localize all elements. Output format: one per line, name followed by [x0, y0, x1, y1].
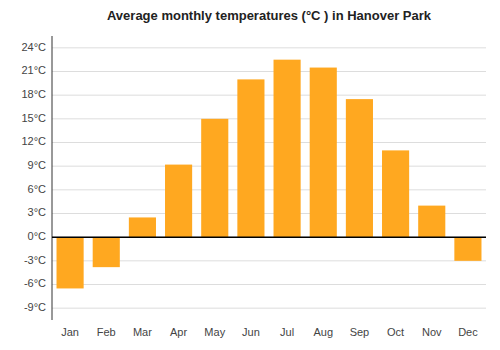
- x-tick-label: May: [204, 326, 225, 338]
- x-tick-label: Feb: [97, 326, 116, 338]
- y-tick-label: -3°C: [24, 254, 46, 266]
- x-tick-label: Nov: [422, 326, 442, 338]
- grid-line: [52, 284, 486, 285]
- y-tick-label: 15°C: [21, 112, 46, 124]
- grid-line: [52, 47, 486, 48]
- grid-line: [52, 142, 486, 143]
- grid-line: [52, 118, 486, 119]
- y-tick-label: 0°C: [28, 230, 47, 242]
- y-tick-label: -9°C: [24, 301, 46, 313]
- y-tick-label: 6°C: [28, 183, 47, 195]
- bar: [57, 237, 84, 288]
- y-tick-labels: -9°C -6°C -3°C 0°C 3°C 6°C 9°C 12°C 15°C 18°C 21°C…: [21, 41, 46, 313]
- x-tick-label: Apr: [170, 326, 187, 338]
- x-tick-label: Jul: [280, 326, 294, 338]
- x-tick-label: Oct: [387, 326, 404, 338]
- x-tick-label: Aug: [313, 326, 333, 338]
- grid-line: [52, 166, 486, 167]
- y-tick-label: 24°C: [21, 41, 46, 53]
- x-tick-labels: Jan Feb Mar Apr May Jun Jul Aug Sep Oct Nov Dec: [61, 326, 478, 338]
- grid-line: [52, 189, 486, 190]
- x-tick-label: Mar: [133, 326, 152, 338]
- bar: [165, 165, 192, 238]
- grid: [52, 48, 486, 308]
- x-tick-label: Jun: [242, 326, 260, 338]
- grid-line: [52, 71, 486, 72]
- bar: [201, 119, 228, 237]
- x-tick-label: Dec: [458, 326, 478, 338]
- bar: [418, 206, 445, 238]
- title: Average monthly temperatures (°C ) in Ha…: [107, 8, 432, 23]
- bar: [93, 237, 120, 267]
- grid-line: [52, 237, 486, 238]
- bar: [382, 150, 409, 237]
- bar: [346, 99, 373, 237]
- bar: [310, 68, 337, 238]
- y-tick-label: -6°C: [24, 277, 46, 289]
- x-tick-label: Jan: [61, 326, 79, 338]
- y-tick-label: 9°C: [28, 159, 47, 171]
- y-tick-label: 3°C: [28, 206, 47, 218]
- grid-line: [52, 95, 486, 96]
- zero-line: [52, 236, 486, 238]
- y-tick-label: 18°C: [21, 88, 46, 100]
- x-tick-label: Sep: [350, 326, 370, 338]
- grid-line: [52, 308, 486, 309]
- y-axis-line: [52, 36, 53, 320]
- y-tick-label: 21°C: [21, 64, 46, 76]
- bars: [57, 60, 482, 289]
- bar: [129, 217, 156, 237]
- bar: [274, 60, 301, 238]
- bar: [454, 237, 481, 261]
- bar: [237, 79, 264, 237]
- y-tick-label: 12°C: [21, 135, 46, 147]
- page: {"chart_data": {"type": "bar", "title": …: [0, 0, 500, 350]
- chart: Average monthly temperatures (°C ) in Ha…: [0, 0, 500, 350]
